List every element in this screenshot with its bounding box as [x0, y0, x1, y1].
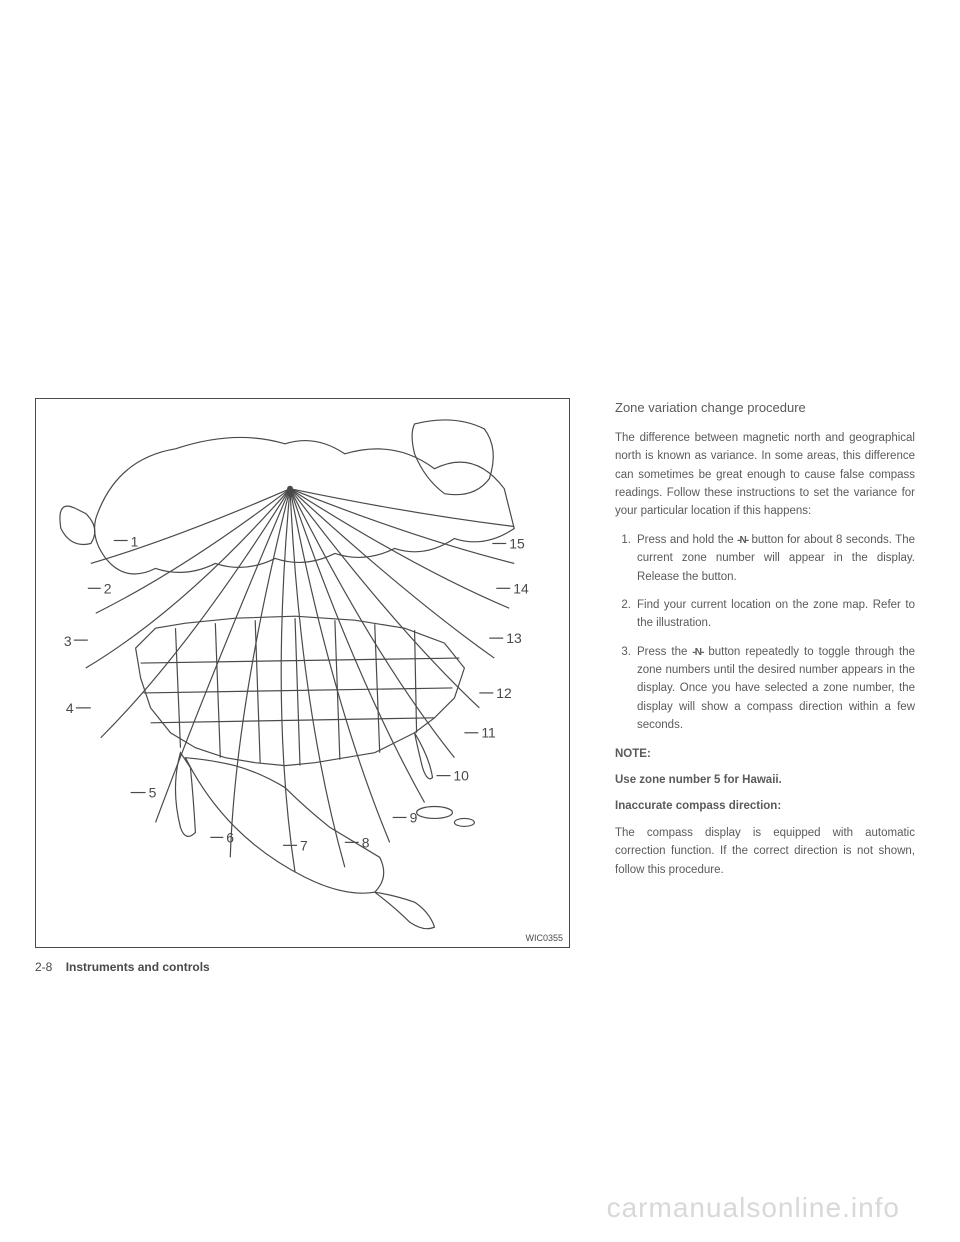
- step-2: 2. Find your current location on the zon…: [615, 596, 915, 633]
- page-footer: 2-8 Instruments and controls: [35, 960, 595, 974]
- step-num: 1.: [615, 531, 637, 586]
- left-column: 1 2 3 4 5 6 7 8 9 10 11 12 13 14 15 WIC0…: [35, 398, 595, 974]
- note-label: NOTE:: [615, 745, 915, 763]
- step-num: 2.: [615, 596, 637, 633]
- page-number: 2-8: [35, 960, 52, 974]
- zone-label-1: 1: [131, 533, 139, 549]
- inaccurate-label: Inaccurate compass direction:: [615, 797, 915, 815]
- compass-icon: -N-: [692, 647, 703, 658]
- zone-label-2: 2: [104, 580, 112, 596]
- zone-label-13: 13: [506, 630, 522, 646]
- compass-icon: -N-: [737, 535, 748, 546]
- step-3: 3. Press the -N- button repeatedly to to…: [615, 643, 915, 735]
- zone-label-6: 6: [226, 829, 234, 845]
- zone-label-12: 12: [496, 685, 512, 701]
- step-text: Press and hold the -N- button for about …: [637, 531, 915, 586]
- zone-label-10: 10: [453, 768, 469, 784]
- zone-label-8: 8: [362, 834, 370, 850]
- right-column: Zone variation change procedure The diff…: [615, 398, 915, 974]
- zone-label-7: 7: [300, 837, 308, 853]
- zone-map-figure: 1 2 3 4 5 6 7 8 9 10 11 12 13 14 15 WIC0…: [35, 398, 570, 948]
- subheading: Zone variation change procedure: [615, 398, 915, 419]
- zone-label-11: 11: [481, 725, 496, 741]
- section-title: Instruments and controls: [66, 960, 210, 974]
- intro-paragraph: The difference between magnetic north an…: [615, 429, 915, 521]
- step-num: 3.: [615, 643, 637, 735]
- steps-list: 1. Press and hold the -N- button for abo…: [615, 531, 915, 735]
- zone-map-svg: 1 2 3 4 5 6 7 8 9 10 11 12 13 14 15: [36, 399, 569, 947]
- closing-paragraph: The compass display is equipped with aut…: [615, 824, 915, 879]
- page-content: 1 2 3 4 5 6 7 8 9 10 11 12 13 14 15 WIC0…: [35, 398, 925, 974]
- figure-code: WIC0355: [525, 933, 563, 943]
- zone-label-15: 15: [509, 535, 525, 551]
- zone-label-3: 3: [64, 633, 72, 649]
- zone-label-14: 14: [513, 580, 529, 596]
- zone-label-4: 4: [66, 700, 74, 716]
- zone-label-9: 9: [410, 809, 418, 825]
- step-1: 1. Press and hold the -N- button for abo…: [615, 531, 915, 586]
- step-text: Find your current location on the zone m…: [637, 596, 915, 633]
- zone-label-5: 5: [149, 785, 157, 801]
- step-text: Press the -N- button repeatedly to toggl…: [637, 643, 915, 735]
- note-hawaii: Use zone number 5 for Hawaii.: [615, 771, 915, 789]
- watermark: carmanualsonline.info: [607, 1192, 900, 1224]
